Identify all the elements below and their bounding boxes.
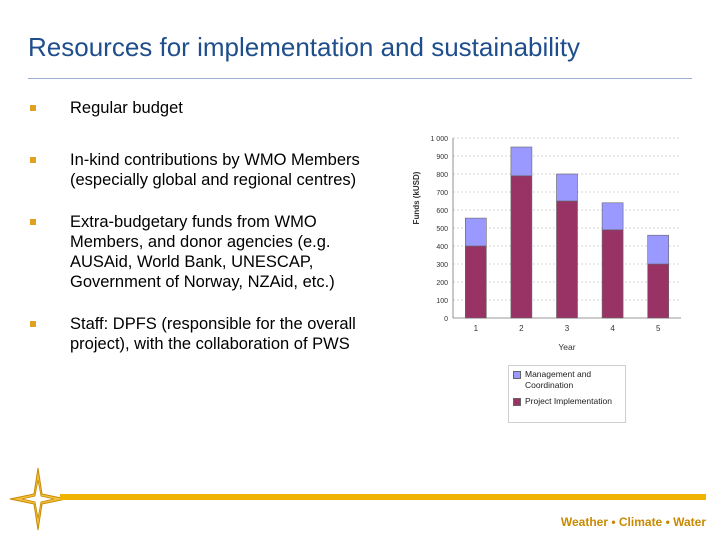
footer-bar [60, 494, 706, 500]
legend-label: Project Implementation [525, 396, 612, 406]
y-tick-label: 100 [436, 298, 448, 305]
bullet-marker-icon [30, 105, 36, 111]
funds-chart: 0 100 200 300 400 500 600 700 800 900 1 000 1 2 3 4 5 Ye… [405, 128, 695, 358]
chart-svg: 0 100 200 300 400 500 600 700 800 900 1 000 1 2 3 4 5 Ye… [412, 136, 681, 352]
legend-swatch-implementation [513, 398, 521, 406]
bar-management [464, 217, 487, 247]
bar-management [647, 234, 669, 265]
bar-implementation [510, 175, 533, 319]
bullet-item: Staff: DPFS (responsible for the overall… [30, 314, 360, 354]
y-tick-label: 300 [436, 262, 448, 269]
bullet-text: Extra-budgetary funds from WMO Members, … [70, 213, 335, 291]
bar-implementation [601, 229, 624, 319]
wmo-logo [8, 466, 68, 537]
y-tick-label: 800 [436, 172, 448, 179]
chart-legend: Management and Coordination Project Impl… [508, 365, 626, 423]
x-tick-label: 3 [565, 324, 570, 333]
bullet-marker-icon [30, 219, 36, 225]
y-tick-label: 400 [436, 244, 448, 251]
bullet-text: Staff: DPFS (responsible for the overall… [70, 315, 356, 353]
bullet-list: Regular budget In-kind contributions by … [30, 98, 360, 354]
bar-implementation [647, 263, 669, 319]
bullet-marker-icon [30, 321, 36, 327]
x-axis-label: Year [558, 342, 575, 352]
y-tick-label: 0 [444, 316, 448, 323]
legend-item-implementation: Project Implementation [513, 396, 625, 407]
legend-swatch-management [513, 371, 521, 379]
y-tick-label: 1 000 [430, 136, 448, 143]
bullet-text: In-kind contributions by WMO Members (es… [70, 151, 360, 189]
bar-implementation [556, 200, 578, 319]
bar-management [601, 202, 624, 231]
x-tick-label: 5 [656, 324, 661, 333]
bullet-item: In-kind contributions by WMO Members (es… [30, 150, 360, 190]
x-tick-label: 4 [610, 324, 615, 333]
y-tick-label: 500 [436, 226, 448, 233]
y-tick-label: 600 [436, 208, 448, 215]
bar-implementation [464, 245, 487, 319]
bar-management [510, 146, 533, 177]
legend-label: Management and Coordination [525, 369, 592, 390]
bullet-item: Extra-budgetary funds from WMO Members, … [30, 212, 360, 292]
legend-item-management: Management and Coordination [513, 369, 625, 391]
footer-tagline: Weather • Climate • Water [560, 515, 706, 529]
y-tick-label: 200 [436, 280, 448, 287]
bullet-text: Regular budget [70, 99, 183, 117]
x-tick-label: 1 [474, 324, 479, 333]
title-divider [28, 78, 692, 79]
x-tick-label: 2 [519, 324, 524, 333]
compass-star-icon [9, 467, 67, 531]
y-tick-label: 900 [436, 154, 448, 161]
bullet-item: Regular budget [30, 98, 360, 118]
slide-title: Resources for implementation and sustain… [28, 32, 581, 62]
bar-management [556, 173, 578, 202]
y-tick-label: 700 [436, 190, 448, 197]
y-axis-label: Funds (kUSD) [412, 171, 421, 224]
bullet-marker-icon [30, 157, 36, 163]
